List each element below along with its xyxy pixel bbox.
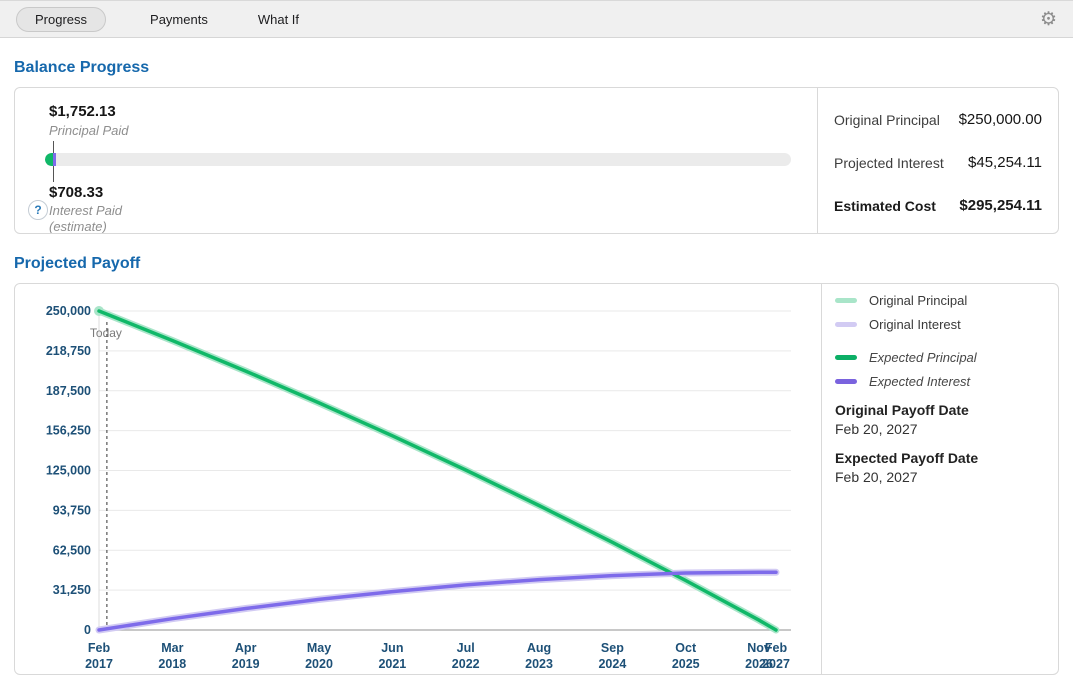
series-original-interest [95,568,780,634]
tab-payments[interactable]: Payments [144,8,214,31]
y-tick-label: 0 [84,623,91,637]
y-tick-label: 250,000 [46,304,91,318]
chart-legend-panel: Original Principal Original Interest Expec… [821,284,1058,674]
legend-item: Expected Principal [835,350,1048,365]
estimated-cost-value: $295,254.11 [959,197,1042,214]
interest-paid-fill [53,153,56,166]
legend-label: Expected Principal [869,350,977,365]
y-tick-label: 31,250 [53,583,91,597]
x-tick-label: Oct 2025 [672,641,700,671]
payoff-chart: 0 31,250 62,500 93,750 125,000 156,250 187,500… [15,284,821,674]
balance-progress-bar [45,153,791,166]
y-tick-label: 93,750 [53,503,91,517]
balance-progress-panel: $1,752.13 Principal Paid $708.33 Interes… [15,88,817,233]
legend-item: Original Principal [835,293,1048,308]
chart-legend: Original Principal Original Interest Expec… [835,293,1048,389]
help-icon[interactable]: ? [28,200,48,220]
principal-tick-mark [53,141,54,153]
interest-paid-label: Interest Paid (estimate) [49,203,122,234]
loan-summary-panel: Original Principal $250,000.00 Projected… [817,88,1058,233]
projected-payoff-title: Projected Payoff [14,255,141,272]
expected-payoff-date-value: Feb 20, 2027 [835,469,918,485]
payoff-chart-svg: 0 31,250 62,500 93,750 125,000 156,250 187,500… [46,304,791,671]
original-payoff-date-value: Feb 20, 2027 [835,421,918,437]
projected-interest-label: Projected Interest [834,154,944,171]
projected-interest-value: $45,254.11 [968,154,1042,171]
tab-what-if[interactable]: What If [252,8,305,31]
balance-progress-title: Balance Progress [14,59,150,76]
original-payoff-date-label: Original Payoff Date [835,402,969,418]
y-tick-label: 187,500 [46,384,91,398]
expected-payoff-date-label: Expected Payoff Date [835,450,979,466]
legend-label: Original Interest [869,317,961,332]
balance-progress-card: $1,752.13 Principal Paid $708.33 Interes… [14,87,1059,234]
legend-item: Original Interest [835,317,1048,332]
series-expected-interest [97,570,778,632]
series-expected-principal [97,309,778,632]
original-principal-value: $250,000.00 [958,111,1042,128]
summary-row-projected-interest: Projected Interest $45,254.11 [834,141,1042,184]
x-tick-label: Aug 2023 [525,641,553,671]
x-tick-label: Mar 2018 [158,641,186,671]
estimated-cost-label: Estimated Cost [834,197,936,214]
summary-row-original-principal: Original Principal $250,000.00 [834,98,1042,141]
legend-swatch-icon [835,322,857,327]
interest-paid-label-text: Interest Paid [49,203,122,218]
original-principal-label: Original Principal [834,111,940,128]
legend-swatch-icon [835,355,857,360]
interest-tick-mark [53,166,54,182]
summary-row-estimated-cost: Estimated Cost $295,254.11 [834,184,1042,227]
tab-progress[interactable]: Progress [16,6,107,32]
x-tick-label: Feb 2017 [85,641,113,671]
x-tick-label: Jul 2022 [452,641,480,671]
projected-payoff-card: 0 31,250 62,500 93,750 125,000 156,250 187,500… [14,283,1059,675]
principal-paid-value: $1,752.13 [49,103,116,120]
legend-label: Expected Interest [869,374,971,389]
legend-item: Expected Interest [835,374,1048,389]
legend-swatch-icon [835,298,857,303]
x-tick-label: Apr 2019 [232,641,260,671]
x-tick-label: May 2020 [305,641,333,671]
legend-label: Original Principal [869,293,968,308]
gear-icon[interactable]: ⚙ [1039,8,1057,30]
top-tab-bar: Progress Payments What If ⚙ [0,0,1073,38]
y-tick-label: 62,500 [53,543,91,557]
principal-paid-fill [45,153,53,166]
legend-swatch-icon [835,379,857,384]
y-tick-label: 156,250 [46,424,91,438]
x-tick-label: Feb 2027 [762,641,790,671]
x-tick-label: Nov 2026 [745,641,773,671]
y-tick-label: 218,750 [46,344,91,358]
interest-paid-value: $708.33 [49,184,104,201]
x-tick-label: Sep 2024 [598,641,626,671]
y-tick-label: 125,000 [46,464,91,478]
today-label: Today [90,326,122,340]
principal-paid-label: Principal Paid [49,123,129,138]
x-tick-label: Jun 2021 [378,641,406,671]
interest-paid-sublabel: (estimate) [49,219,107,234]
